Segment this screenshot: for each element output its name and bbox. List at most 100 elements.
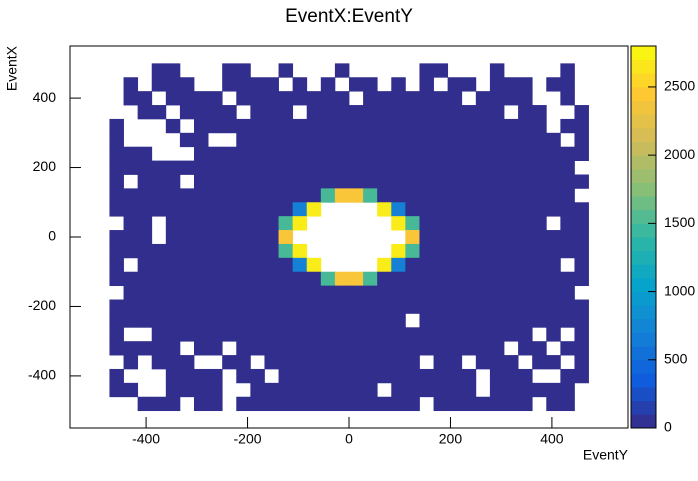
cell	[264, 299, 279, 314]
cell	[377, 230, 391, 244]
cell	[574, 216, 589, 231]
cell	[278, 299, 294, 314]
cell	[504, 91, 519, 106]
cell	[546, 257, 561, 273]
cell	[447, 341, 463, 356]
cell	[334, 285, 350, 300]
cell	[179, 160, 195, 175]
cell	[504, 341, 518, 355]
cell	[363, 188, 378, 203]
cell	[165, 216, 181, 231]
cell	[194, 160, 209, 175]
cell	[518, 63, 532, 77]
color-step	[631, 332, 656, 347]
cell	[363, 382, 378, 398]
cell	[476, 63, 490, 77]
cell	[123, 285, 139, 300]
cell	[518, 188, 533, 203]
cell	[137, 230, 153, 245]
cell	[447, 271, 463, 287]
cell	[250, 146, 265, 161]
cell	[123, 160, 139, 175]
cell	[278, 146, 294, 161]
cell	[165, 202, 181, 217]
cell	[264, 230, 279, 245]
cell	[278, 118, 294, 134]
cell	[377, 105, 392, 120]
cell	[151, 174, 167, 189]
cell	[349, 174, 364, 189]
cell	[208, 188, 223, 203]
cell	[377, 132, 392, 148]
cell	[165, 396, 181, 412]
cell	[95, 105, 109, 119]
cell	[504, 118, 519, 134]
cell	[532, 132, 547, 148]
cell	[532, 355, 547, 370]
cell	[560, 299, 575, 314]
cell	[278, 216, 294, 231]
color-step	[631, 127, 656, 142]
cell	[377, 299, 392, 314]
cell	[532, 216, 547, 231]
cell	[447, 216, 463, 231]
cell	[320, 355, 336, 370]
cell	[306, 285, 322, 300]
cell	[320, 91, 336, 106]
cell	[532, 369, 546, 383]
cell	[95, 397, 109, 411]
cell	[95, 244, 109, 258]
cell	[194, 118, 209, 134]
cell	[476, 369, 490, 383]
cell	[391, 313, 406, 328]
color-step	[631, 141, 656, 156]
x-tick-label: -200	[234, 431, 262, 447]
cell	[222, 243, 237, 259]
cell	[95, 133, 109, 147]
cell	[250, 299, 265, 314]
cell	[461, 202, 477, 217]
cell	[250, 160, 265, 175]
cell	[236, 77, 251, 92]
cell	[546, 299, 561, 314]
cell	[363, 77, 378, 92]
cell	[589, 327, 603, 341]
cell	[391, 271, 406, 287]
cell	[165, 368, 181, 384]
cell	[433, 174, 449, 189]
cell	[320, 160, 336, 175]
cell	[391, 368, 406, 384]
cell	[405, 118, 420, 134]
cell	[363, 313, 378, 328]
cell	[574, 174, 589, 189]
cell	[222, 160, 237, 175]
cell	[433, 355, 449, 370]
cell	[236, 285, 251, 300]
cell	[475, 271, 491, 287]
cell	[137, 271, 153, 287]
cell	[532, 285, 547, 300]
cell	[504, 77, 519, 92]
cell	[546, 63, 560, 77]
cell	[504, 216, 519, 231]
cell	[124, 397, 138, 411]
cell	[236, 243, 251, 259]
cell	[349, 188, 364, 203]
cell	[279, 77, 293, 91]
cell	[532, 257, 547, 273]
cell	[518, 174, 533, 189]
cell	[504, 174, 519, 189]
cell	[589, 272, 603, 286]
cell	[320, 132, 336, 148]
cell	[123, 355, 139, 370]
cell	[222, 174, 237, 189]
cell	[518, 146, 533, 161]
cell	[462, 63, 476, 77]
cell	[489, 382, 505, 398]
cell	[377, 202, 392, 217]
cell	[306, 257, 322, 273]
cell	[475, 230, 491, 245]
cell	[546, 216, 560, 230]
cell	[166, 105, 180, 119]
cell	[95, 230, 109, 244]
